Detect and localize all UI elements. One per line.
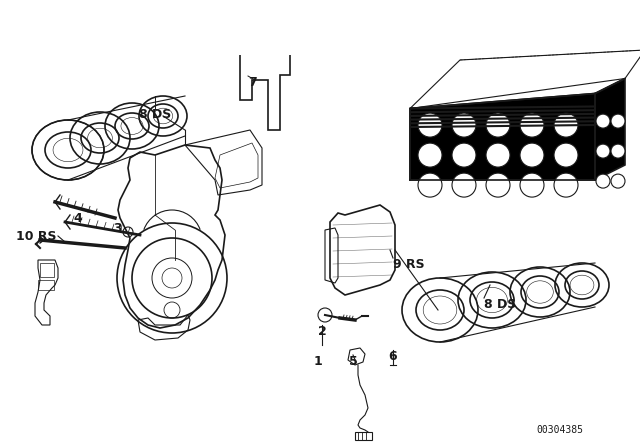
Bar: [40, 263, 54, 277]
Circle shape: [486, 113, 510, 137]
Circle shape: [452, 143, 476, 167]
Circle shape: [611, 174, 625, 188]
Text: 2: 2: [317, 325, 326, 338]
Circle shape: [596, 114, 610, 128]
Text: 10 RS: 10 RS: [16, 229, 56, 242]
Circle shape: [596, 144, 610, 158]
Circle shape: [418, 143, 442, 167]
Circle shape: [611, 144, 625, 158]
Text: 5: 5: [349, 355, 357, 368]
Circle shape: [486, 143, 510, 167]
Circle shape: [486, 173, 510, 197]
Circle shape: [452, 113, 476, 137]
Text: 9 RS: 9 RS: [393, 258, 424, 271]
Circle shape: [418, 173, 442, 197]
Circle shape: [520, 113, 544, 137]
Circle shape: [452, 173, 476, 197]
Text: 1: 1: [314, 355, 323, 368]
Text: 7: 7: [248, 76, 257, 89]
Circle shape: [554, 173, 578, 197]
Text: 8 DS: 8 DS: [139, 108, 171, 121]
Circle shape: [554, 113, 578, 137]
Polygon shape: [410, 94, 595, 180]
Text: 8 DS: 8 DS: [484, 298, 516, 311]
Circle shape: [596, 174, 610, 188]
Circle shape: [611, 114, 625, 128]
Text: 4: 4: [73, 212, 82, 225]
Circle shape: [554, 143, 578, 167]
Text: 6: 6: [388, 350, 397, 363]
Circle shape: [418, 113, 442, 137]
Circle shape: [520, 143, 544, 167]
Text: 00304385: 00304385: [536, 425, 584, 435]
Circle shape: [520, 173, 544, 197]
Polygon shape: [595, 78, 625, 180]
Bar: [38, 280, 54, 290]
Text: 3: 3: [113, 222, 122, 235]
